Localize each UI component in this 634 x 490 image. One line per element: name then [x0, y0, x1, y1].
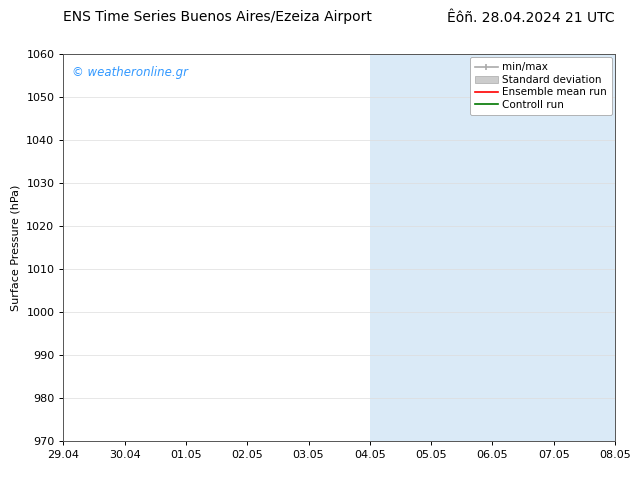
Bar — [370, 54, 493, 441]
Text: ENS Time Series Buenos Aires/Ezeiza Airport: ENS Time Series Buenos Aires/Ezeiza Airp… — [63, 10, 372, 24]
Legend: min/max, Standard deviation, Ensemble mean run, Controll run: min/max, Standard deviation, Ensemble me… — [470, 57, 612, 115]
Text: © weatheronline.gr: © weatheronline.gr — [72, 66, 188, 78]
Y-axis label: Surface Pressure (hPa): Surface Pressure (hPa) — [11, 184, 21, 311]
Text: Êôñ. 28.04.2024 21 UTC: Êôñ. 28.04.2024 21 UTC — [448, 10, 615, 24]
Bar — [493, 54, 634, 441]
